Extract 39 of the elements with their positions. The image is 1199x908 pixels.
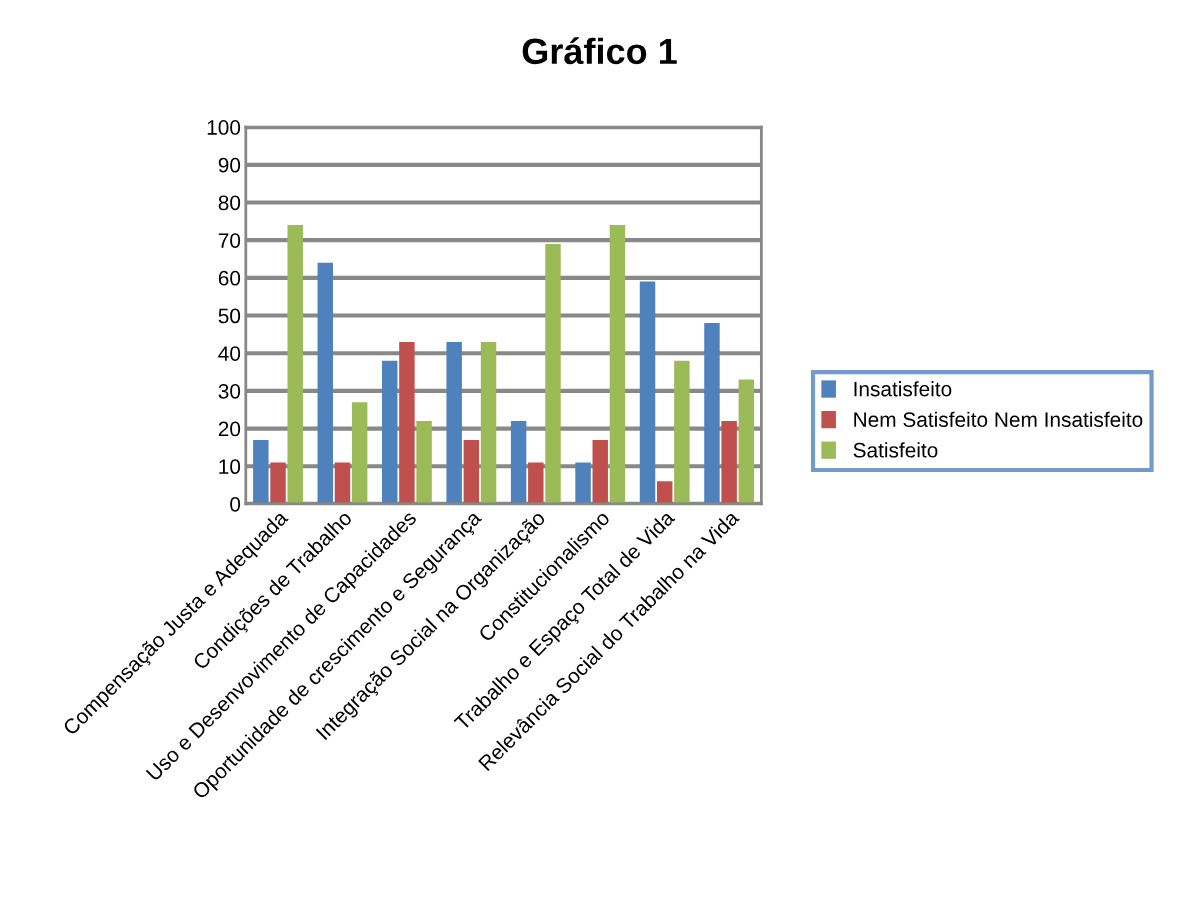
bar <box>416 421 432 504</box>
bar <box>446 341 462 504</box>
chart-title: Gráfico 1 <box>522 37 677 65</box>
bar <box>738 379 755 504</box>
y-tick-label: 60 <box>218 270 241 286</box>
bar <box>592 439 608 504</box>
legend-label: Satisfeito <box>853 442 938 458</box>
y-tick-label: 40 <box>218 346 241 361</box>
bar <box>656 481 673 504</box>
bar <box>639 281 656 504</box>
bar <box>545 243 561 504</box>
y-tick-label: 20 <box>218 421 241 437</box>
y-tick-label: 100 <box>207 120 241 135</box>
bar <box>721 421 737 504</box>
y-tick-label: 30 <box>218 383 241 399</box>
bar <box>510 421 527 504</box>
legend-label: Nem Satisfeito Nem Insatisfeito <box>854 411 1143 427</box>
bar <box>609 225 626 504</box>
y-tick-label: 10 <box>219 459 241 475</box>
bar <box>381 360 398 504</box>
bar <box>480 341 497 504</box>
bar <box>317 262 334 504</box>
bar <box>287 225 303 504</box>
bar <box>528 462 544 504</box>
bar <box>704 323 720 504</box>
y-tick-label: 50 <box>218 308 241 324</box>
bar <box>463 439 480 504</box>
bar <box>334 462 351 504</box>
y-tick-label: 0 <box>230 496 241 512</box>
legend-label: Insatisfeito <box>854 381 952 397</box>
y-tick-label: 70 <box>218 233 241 248</box>
bar <box>351 402 368 504</box>
bar <box>270 462 286 504</box>
bar <box>674 360 690 504</box>
y-tick-label: 80 <box>218 195 241 211</box>
bar <box>399 341 415 504</box>
y-tick-label: 90 <box>218 157 241 173</box>
bar <box>253 439 269 504</box>
bar <box>575 462 591 504</box>
